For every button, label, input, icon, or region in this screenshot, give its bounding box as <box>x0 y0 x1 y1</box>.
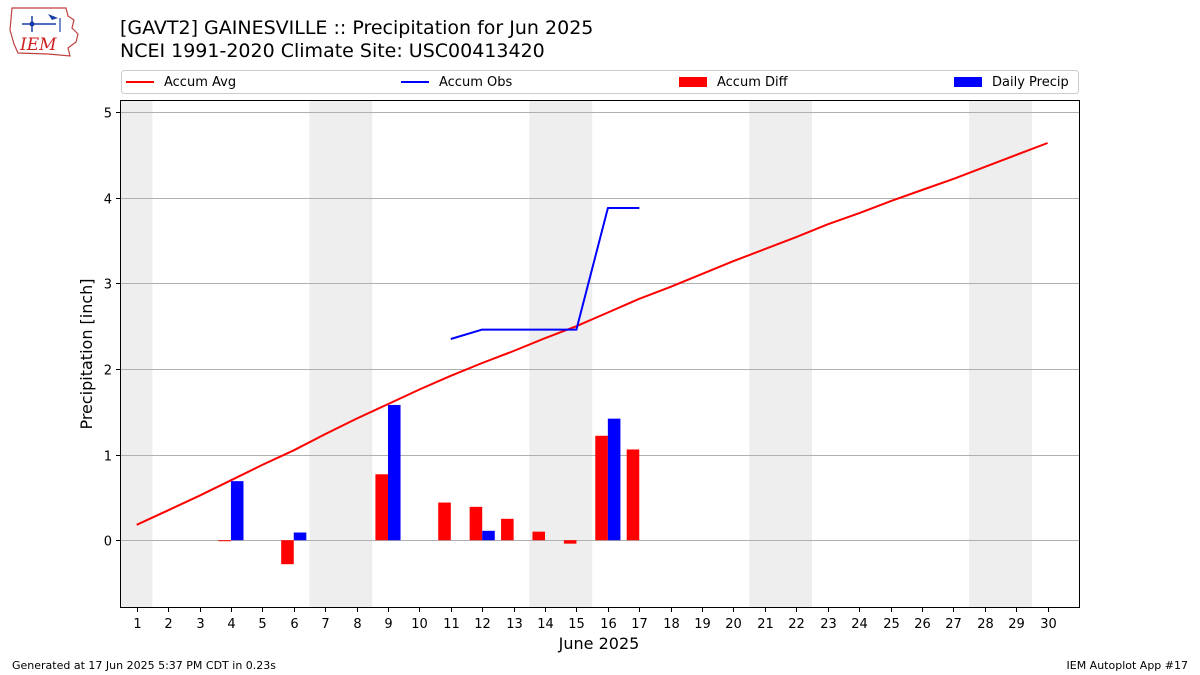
legend-item-accum-obs: Accum Obs <box>401 71 512 93</box>
x-tick-label: 18 <box>663 617 680 632</box>
legend-label-accum-diff: Accum Diff <box>717 74 788 90</box>
legend-item-accum-diff: Accum Diff <box>679 71 788 93</box>
x-tick-label: 4 <box>227 617 235 632</box>
x-tick-label: 9 <box>384 617 392 632</box>
accum-diff-bar-day-4 <box>218 540 231 542</box>
legend-swatch-daily-precip <box>954 77 982 87</box>
x-tick-label: 14 <box>537 617 554 632</box>
weekend-shade-day-1 <box>121 101 153 607</box>
y-axis-label: Precipitation [inch] <box>77 278 96 429</box>
x-tick-label: 28 <box>977 617 994 632</box>
x-tick-label: 15 <box>568 617 585 632</box>
accum-diff-bar-day-15 <box>563 540 577 544</box>
accum-diff-bar-day-9 <box>375 474 388 541</box>
legend-swatch-accum-avg <box>126 81 154 83</box>
y-tick-label: 4 <box>104 193 112 208</box>
daily-precip-bar-day-4 <box>230 481 244 541</box>
legend-item-daily-precip: Daily Precip <box>954 71 1069 93</box>
accum-diff-bar-day-17 <box>626 449 640 541</box>
accum-diff-bar-day-14 <box>532 531 546 541</box>
accum-diff-bar-day-16 <box>595 435 608 541</box>
iem-logo-text: IEM <box>19 35 57 55</box>
x-tick-label: 29 <box>1008 617 1025 632</box>
y-tick-label: 1 <box>104 450 112 465</box>
x-tick-label: 7 <box>321 617 329 632</box>
x-tick-label: 3 <box>196 617 204 632</box>
weekend-shade-day-28 <box>969 101 1001 607</box>
x-tick-label: 6 <box>290 617 298 632</box>
legend-swatch-accum-diff <box>679 77 707 87</box>
x-tick-label: 1 <box>133 617 141 632</box>
chart-subtitle: NCEI 1991-2020 Climate Site: USC00413420 <box>120 40 545 62</box>
daily-precip-bar-day-6 <box>293 532 307 541</box>
accum-avg-line <box>136 142 1048 526</box>
y-tick-label: 3 <box>104 278 112 293</box>
iem-logo-graphic: IEM <box>9 7 79 57</box>
x-tick-label: 8 <box>353 617 361 632</box>
x-tick-label: 26 <box>914 617 931 632</box>
y-tick-label: 5 <box>104 107 112 122</box>
weekend-shade-day-7 <box>309 101 341 607</box>
chart-title: [GAVT2] GAINESVILLE :: Precipitation for… <box>120 17 594 39</box>
accum-diff-bar-day-12 <box>469 506 483 541</box>
x-tick-label: 12 <box>474 617 491 632</box>
daily-precip-bar-day-16 <box>607 418 621 541</box>
plot-frame <box>120 100 1080 608</box>
x-tick-label: 17 <box>631 617 648 632</box>
x-tick-label: 27 <box>945 617 962 632</box>
footer-app-id: IEM Autoplot App #17 <box>1066 659 1189 672</box>
accum-diff-bar-day-11 <box>438 502 451 541</box>
y-tick-label: 0 <box>104 535 112 550</box>
x-tick-label: 2 <box>164 617 172 632</box>
x-tick-label: 25 <box>883 617 900 632</box>
x-tick-label: 20 <box>725 617 742 632</box>
legend-item-accum-avg: Accum Avg <box>126 71 236 93</box>
y-tick-label: 2 <box>104 364 112 379</box>
daily-precip-bar-day-9 <box>387 404 401 541</box>
legend-label-accum-avg: Accum Avg <box>164 74 237 90</box>
weekend-shade-day-22 <box>780 101 813 607</box>
accum-obs-line <box>450 207 640 340</box>
x-tick-label: 11 <box>443 617 460 632</box>
weekend-shade-day-8 <box>340 101 373 607</box>
legend-swatch-accum-obs <box>401 81 429 83</box>
x-tick-label: 16 <box>600 617 617 632</box>
x-tick-label: 13 <box>506 617 523 632</box>
legend-label-accum-obs: Accum Obs <box>439 74 513 90</box>
weekend-shade-day-15 <box>560 101 593 607</box>
weekend-shade-day-14 <box>529 101 561 607</box>
x-tick-label: 21 <box>757 617 774 632</box>
x-tick-label: 22 <box>788 617 805 632</box>
x-tick-label: 10 <box>411 617 428 632</box>
weekend-shade-day-29 <box>1000 101 1032 607</box>
x-axis-label: June 2025 <box>558 634 640 653</box>
accum-diff-bar-day-6 <box>281 540 294 565</box>
legend-label-daily-precip: Daily Precip <box>992 74 1069 90</box>
iem-logo: IEM <box>8 6 80 58</box>
x-tick-label: 23 <box>820 617 837 632</box>
daily-precip-bar-day-12 <box>482 530 495 541</box>
chart-legend: Accum Avg Accum Obs Accum Diff Daily Pre… <box>121 70 1079 94</box>
footer-generated: Generated at 17 Jun 2025 5:37 PM CDT in … <box>12 659 277 672</box>
x-tick-label: 30 <box>1040 617 1057 632</box>
x-tick-label: 24 <box>851 617 868 632</box>
x-tick-label: 5 <box>258 617 266 632</box>
accum-diff-bar-day-13 <box>501 518 514 541</box>
x-tick-label: 19 <box>694 617 711 632</box>
weekend-shade-day-21 <box>749 101 781 607</box>
